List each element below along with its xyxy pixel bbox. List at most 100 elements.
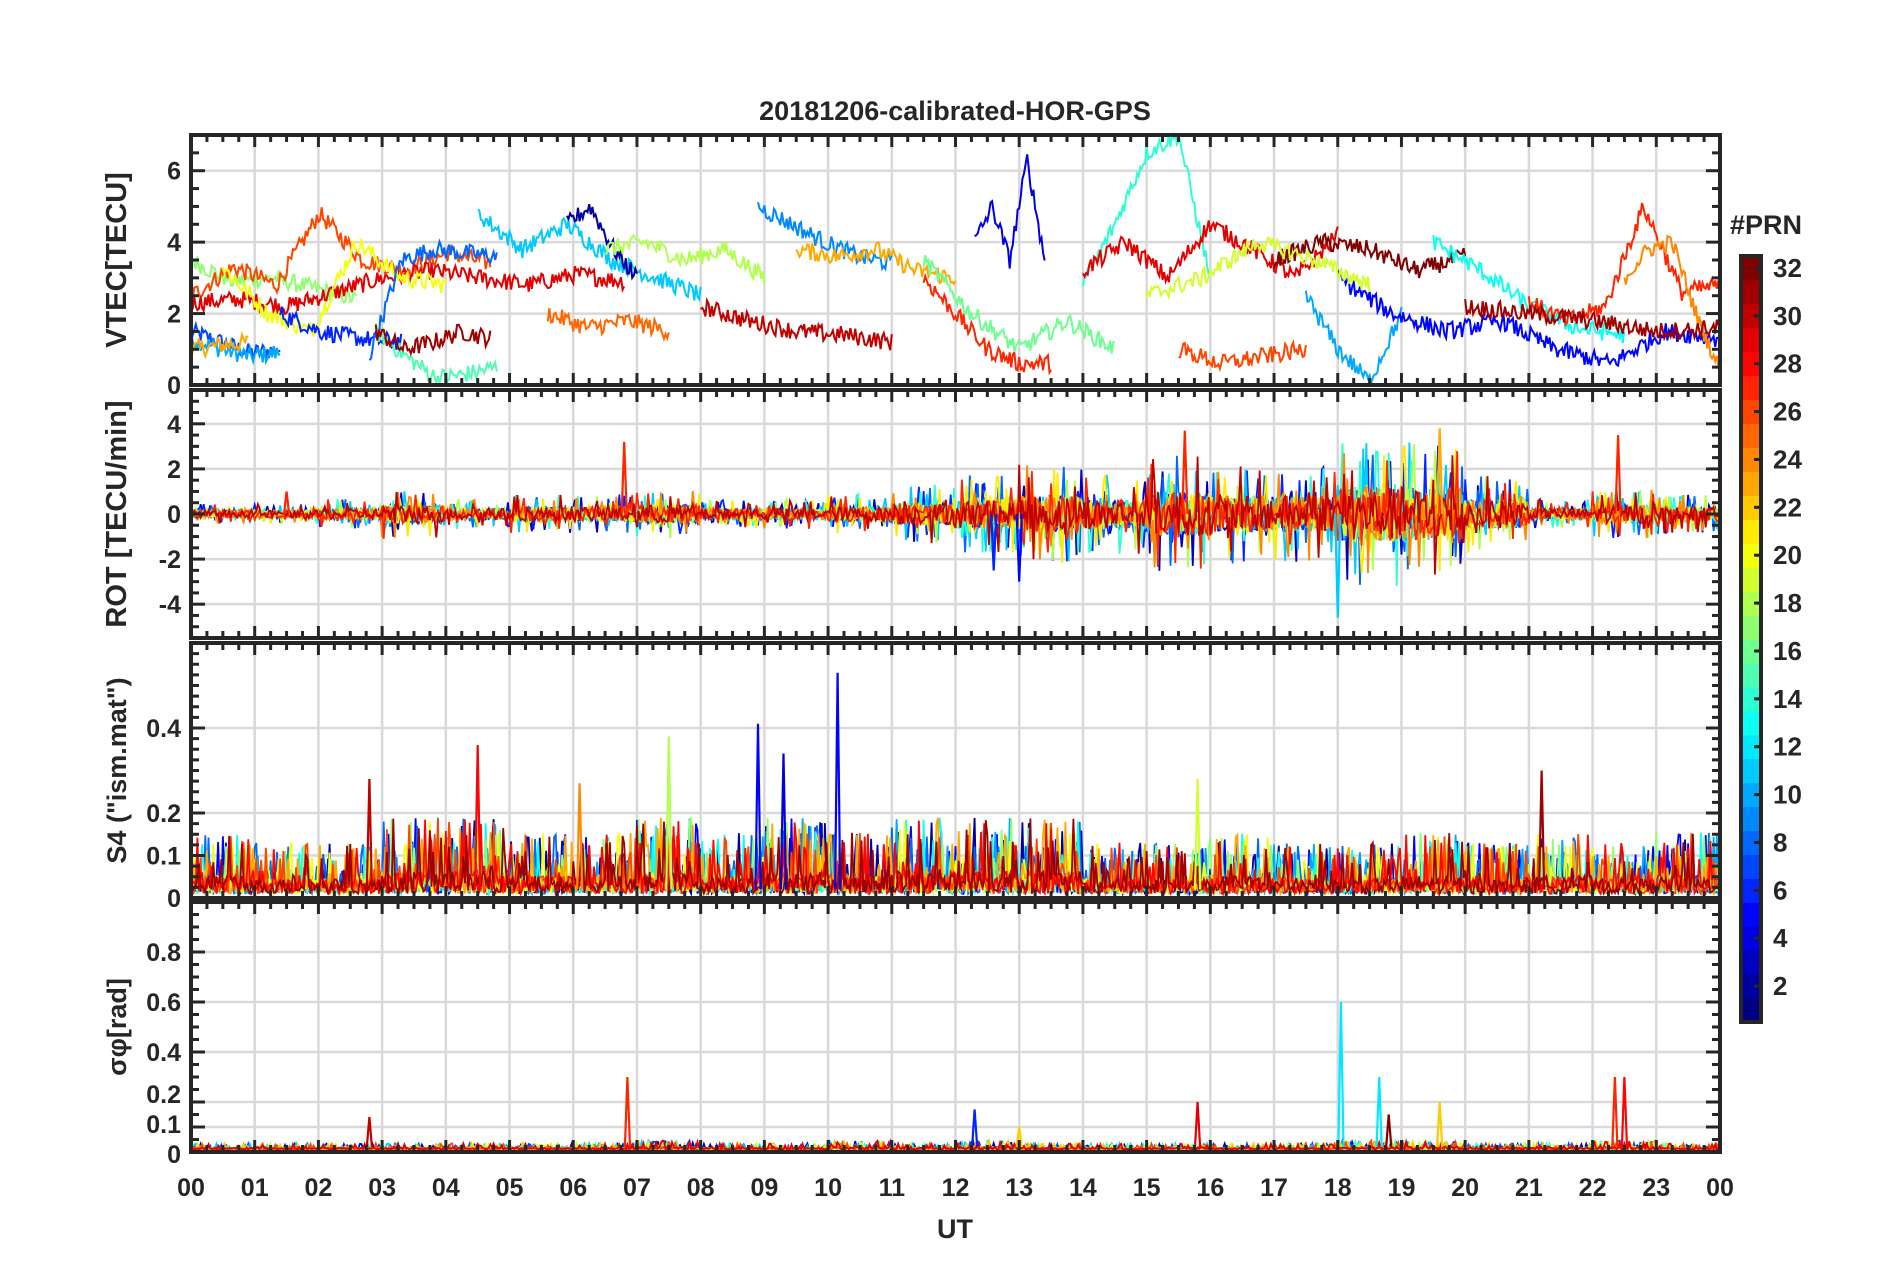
vtec-series-prn-19 [1145, 236, 1371, 301]
panel-sigma: 00.10.2 0.4 0.6 0.8 σφ[rad] [102, 900, 1722, 1169]
panel-s4: 0 0.1 0.2 0.4 S4 ("ism.mat") [102, 641, 1722, 913]
sigma-spike-prn-27 [623, 1076, 632, 1148]
rot-spike-prn-27 [620, 441, 628, 515]
colorbar-swatch-prn-3 [1741, 950, 1761, 975]
colorbar-tick-label: 24 [1773, 444, 1802, 474]
vtec-series-prn-26 [191, 207, 492, 301]
colorbar-swatch-prn-25 [1741, 423, 1761, 448]
sigma-spike-prn-29 [1193, 1101, 1202, 1148]
y-tick-label: 4 [167, 229, 181, 257]
colorbar-title: #PRN [1730, 210, 1802, 240]
colorbar-swatch-prn-17 [1741, 615, 1761, 640]
sigma-spike-prn-30 [365, 1116, 373, 1148]
panel-vtec: 0 2 4 6 VTEC[TECU] [101, 133, 1722, 400]
rot-series-prn-30 [191, 455, 1720, 575]
colorbar-tick-label: 28 [1773, 349, 1802, 379]
rot-spike-prn-27 [1181, 430, 1189, 515]
colorbar-swatch-prn-19 [1741, 567, 1761, 592]
rot-spike-prn-27 [282, 491, 291, 515]
x-tick-label: 06 [559, 1174, 587, 1202]
sigma-spike-prn-12 [1375, 1076, 1383, 1148]
colorbar-swatch-prn-23 [1741, 471, 1761, 496]
x-axis-label: UT [937, 1214, 973, 1244]
x-tick-label: 12 [942, 1174, 970, 1202]
colorbar-tick-label: 14 [1773, 684, 1802, 714]
y-tick-label: 0.1 [146, 843, 181, 871]
colorbar-swatch-prn-21 [1741, 519, 1761, 544]
vtec-series-prn-30 [700, 296, 893, 351]
colorbar-swatch-prn-11 [1741, 758, 1761, 784]
vtec-series-prn-10 [1304, 290, 1403, 384]
x-tick-label: 20 [1451, 1174, 1479, 1202]
colorbar-swatch-prn-2 [1741, 974, 1761, 999]
x-tick-label: 04 [432, 1174, 460, 1202]
vtec-series-prn-4 [974, 154, 1046, 269]
sigma-spike-prn-22 [1015, 1126, 1023, 1148]
colorbar-tick-label: 30 [1773, 301, 1802, 331]
y-tick-label: 0 [167, 1141, 181, 1169]
data-layer [191, 428, 1720, 618]
colorbar-swatch-prn-14 [1741, 686, 1761, 712]
x-tick-label: 00 [177, 1174, 205, 1202]
vtec-series-prn-18 [605, 233, 766, 285]
y-tick-label: 0 [167, 885, 181, 913]
colorbar-tick-label: 20 [1773, 540, 1802, 570]
sigma-spike-prn-12 [1337, 1001, 1345, 1148]
colorbar-frame [1739, 254, 1763, 1024]
data-layer [191, 135, 1720, 384]
vtec-series-prn-32 [1273, 232, 1467, 279]
x-tick-label: 22 [1579, 1174, 1607, 1202]
vtec-series-prn-23 [795, 241, 957, 286]
chart-title: 20181206-calibrated-HOR-GPS [759, 96, 1151, 126]
sigma-spike-prn-28 [1620, 1076, 1629, 1148]
y-tick-label: 0.6 [146, 989, 181, 1017]
colorbar-swatch-prn-13 [1741, 710, 1761, 736]
y-tick-label: 0.2 [146, 800, 181, 828]
x-tick-label: 17 [1260, 1174, 1288, 1202]
x-tick-label: 07 [623, 1174, 651, 1202]
colorbar-swatch-prn-29 [1741, 327, 1761, 353]
colorbar-tick-label: 2 [1773, 971, 1787, 1001]
colorbar-swatch-prn-9 [1741, 806, 1761, 831]
y-tick-label: 2 [167, 456, 181, 484]
vtec-series-prn-16 [922, 255, 1115, 354]
x-tick-label: 11 [879, 1174, 906, 1202]
s4-spike-prn-4 [779, 753, 788, 890]
vtec-series-prn-9 [757, 201, 893, 272]
y-axis-label: S4 ("ism.mat") [102, 677, 132, 863]
colorbar-swatch-prn-27 [1741, 375, 1761, 401]
x-tick-label: 14 [1069, 1174, 1097, 1202]
x-tick-label: 00 [1706, 1174, 1734, 1202]
rot-spike-prn-5 [1015, 513, 1023, 582]
colorbar-swatch-prn-1 [1741, 998, 1761, 1023]
rot-spike-prn-11 [1334, 513, 1342, 618]
vtec-series-prn-8 [368, 238, 498, 361]
vtec-series-prn-24 [1623, 234, 1720, 375]
colorbar-swatch-prn-16 [1741, 639, 1761, 664]
x-tick-label: 23 [1642, 1174, 1670, 1202]
colorbar-tick-label: 12 [1773, 732, 1802, 762]
y-tick-label: 4 [167, 411, 181, 439]
vtec-series-prn-10 [191, 330, 281, 366]
colorbar-tick-label: 4 [1773, 923, 1788, 953]
colorbar-tick-label: 8 [1773, 827, 1787, 857]
colorbar-swatch-prn-28 [1741, 351, 1761, 377]
s4-spike-prn-24 [576, 783, 584, 890]
vtec-series-prn-2 [566, 204, 638, 281]
x-tick-label: 09 [750, 1174, 778, 1202]
x-tick-label: 13 [1005, 1174, 1033, 1202]
s4-spike-prn-18 [665, 736, 673, 890]
s4-spike-prn-5 [754, 723, 762, 890]
y-tick-label: 0.4 [146, 1039, 181, 1067]
colorbar-swatch-prn-30 [1741, 303, 1761, 329]
vtec-series-prn-23 [191, 330, 249, 360]
sigma-spike-prn-32 [1385, 1114, 1393, 1148]
y-tick-label: 0.1 [146, 1111, 181, 1139]
x-tick-label: 16 [1196, 1174, 1224, 1202]
y-tick-label: 6 [167, 158, 181, 186]
colorbar-swatch-prn-24 [1741, 447, 1761, 472]
x-tick-label: 10 [814, 1174, 842, 1202]
vtec-series-prn-20 [221, 238, 447, 337]
